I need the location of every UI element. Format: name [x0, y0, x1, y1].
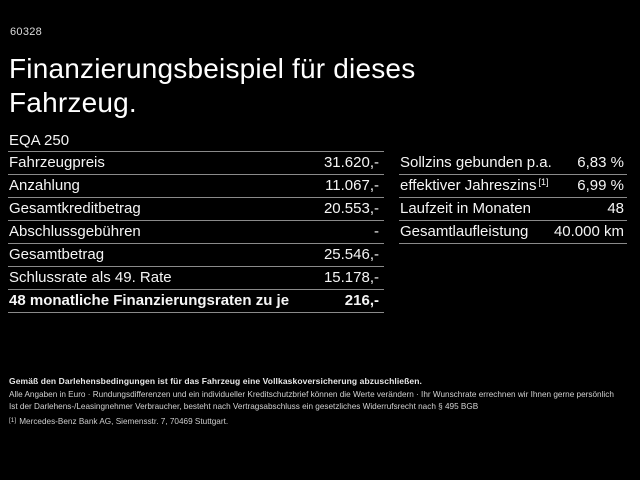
footer-withdrawal-note: Ist der Darlehens-/Leasingnehmer Verbrau… — [9, 402, 479, 411]
row-label: Fahrzeugpreis — [9, 154, 105, 171]
row-label: Sollzins gebunden p.a. — [400, 154, 552, 171]
row-label: Abschlussgebühren — [9, 223, 141, 240]
footnote-marker: [1] — [538, 177, 549, 187]
footnote-bank-address: [1] Mercedes-Benz Bank AG, Siemensstr. 7,… — [9, 417, 228, 426]
financing-table: EQA 250 Fahrzeugpreis 31.620,- Anzahlung… — [8, 131, 384, 313]
table-row: Anzahlung 11.067,- — [8, 175, 384, 198]
reference-code: 60328 — [10, 26, 43, 38]
row-label: Anzahlung — [9, 177, 80, 194]
row-label: Gesamtkreditbetrag — [9, 200, 141, 217]
table-row: Sollzins gebunden p.a. 6,83 % — [399, 152, 627, 175]
row-value: 11.067,- — [325, 177, 379, 194]
row-value: 25.546,- — [323, 246, 379, 263]
row-value: 6,83 % — [577, 154, 624, 171]
row-value: 31.620,- — [323, 154, 379, 171]
table-row: effektiver Jahreszins [1] 6,99 % — [399, 175, 627, 198]
row-value: 48 — [607, 200, 624, 217]
conditions-table: Sollzins gebunden p.a. 6,83 % effektiver… — [399, 152, 627, 244]
row-value: 40.000 km — [553, 223, 624, 240]
footer-insurance-note: Gemäß den Darlehensbedingungen ist für d… — [9, 376, 422, 386]
vehicle-model-header: EQA 250 — [8, 131, 384, 152]
row-value: - — [374, 223, 379, 240]
row-value: 20.553,- — [323, 200, 379, 217]
table-row: Fahrzeugpreis 31.620,- — [8, 152, 384, 175]
table-row: Abschlussgebühren - — [8, 221, 384, 244]
row-value: 216,- — [344, 292, 379, 309]
table-row: Gesamtbetrag 25.546,- — [8, 244, 384, 267]
table-row: Gesamtlaufleistung 40.000 km — [399, 221, 627, 244]
row-label: effektiver Jahreszins [1] — [400, 177, 549, 194]
row-label: Gesamtbetrag — [9, 246, 105, 263]
row-label: Gesamtlaufleistung — [400, 223, 529, 240]
page-title-line2: Fahrzeug. — [9, 87, 137, 118]
row-value: 15.178,- — [323, 269, 379, 286]
table-row: Gesamtkreditbetrag 20.553,- — [8, 198, 384, 221]
footnote-marker: [1] — [9, 417, 17, 424]
footer-disclaimer-line: Alle Angaben in Euro · Rundungsdifferenz… — [9, 390, 614, 399]
row-value: 6,99 % — [577, 177, 624, 194]
page-title-line1: Finanzierungsbeispiel für dieses — [9, 53, 416, 84]
row-label: 48 monatliche Finanzierungsraten zu je — [9, 292, 290, 309]
table-row-monthly-rate: 48 monatliche Finanzierungsraten zu je 2… — [8, 290, 384, 313]
page-title: Finanzierungsbeispiel für dieses Fahrzeu… — [9, 52, 415, 120]
footnote-text: Mercedes-Benz Bank AG, Siemensstr. 7, 70… — [19, 417, 229, 426]
table-row: Laufzeit in Monaten 48 — [399, 198, 627, 221]
table-row: Schlussrate als 49. Rate 15.178,- — [8, 267, 384, 290]
row-label: Schlussrate als 49. Rate — [9, 269, 172, 286]
row-label: Laufzeit in Monaten — [400, 200, 531, 217]
